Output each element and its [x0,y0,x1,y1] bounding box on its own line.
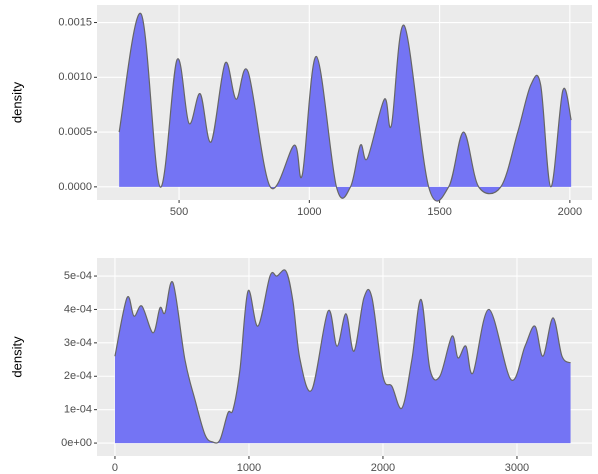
x-tick-label: 500 [170,206,188,218]
y-tick-label: 0.0005 [58,126,92,138]
density-line [118,13,572,202]
x-tick-label: 3000 [505,462,529,474]
y-tick-label: 2e-04 [64,370,92,382]
y-tick-label: 0.0000 [58,181,92,193]
y-tick-label: 4e-04 [64,303,92,315]
y-axis-title: density [9,81,24,123]
x-tick-label: 2000 [558,206,582,218]
y-tick-label: 0.0010 [58,71,92,83]
y-tick-label: 3e-04 [64,337,92,349]
density-line [114,269,571,444]
x-tick-label: 2000 [371,462,395,474]
x-tick-label: 1500 [427,206,451,218]
x-tick-label: 1000 [297,206,321,218]
y-tick-label: 1e-04 [64,404,92,416]
density-area [114,269,571,444]
y-axis-title: density [9,336,24,378]
density-area [119,13,572,202]
x-tick-label: 0 [112,462,118,474]
x-tick-label: 1000 [237,462,261,474]
y-tick-label: 5e-04 [64,270,92,282]
y-tick-label: 0.0015 [58,16,92,28]
y-tick-label: 0e+00 [61,437,92,449]
